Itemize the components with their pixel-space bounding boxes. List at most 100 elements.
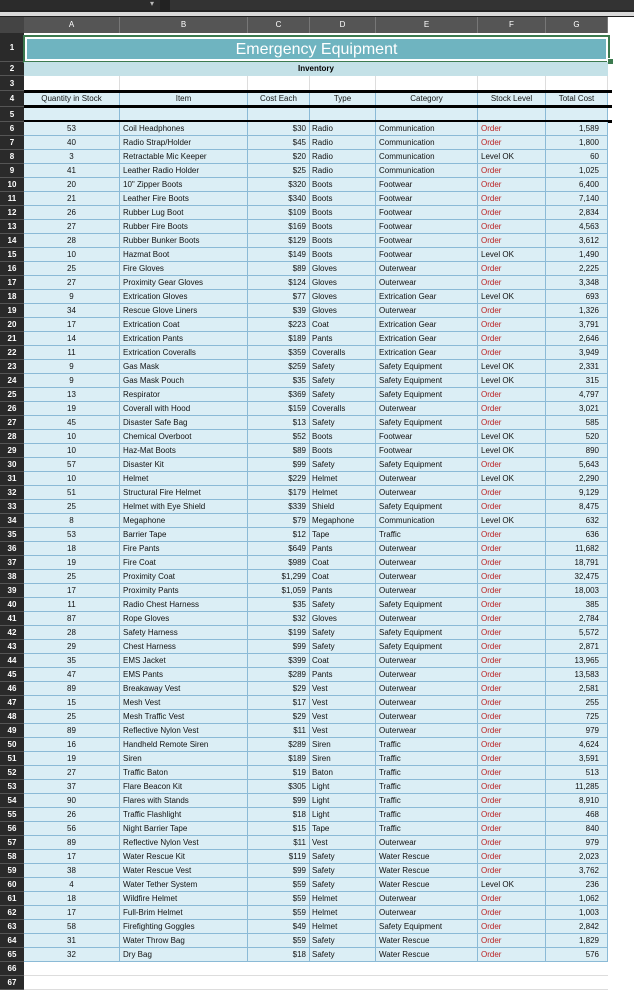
type-cell[interactable]: Pants — [310, 332, 376, 346]
total-cost-cell[interactable]: 2,331 — [546, 360, 608, 374]
type-cell[interactable]: Pants — [310, 668, 376, 682]
total-cost-cell[interactable]: 32,475 — [546, 570, 608, 584]
total-cost-cell[interactable]: 585 — [546, 416, 608, 430]
stock-level-cell[interactable]: Level OK — [478, 248, 546, 262]
category-cell[interactable]: Communication — [376, 514, 478, 528]
item-cell[interactable]: Flares with Stands — [120, 794, 248, 808]
cost-cell[interactable]: $30 — [248, 122, 310, 136]
row-header[interactable]: 41 — [0, 612, 24, 626]
item-cell[interactable]: Water Rescue Vest — [120, 864, 248, 878]
total-cost-cell[interactable]: 1,589 — [546, 122, 608, 136]
row-header[interactable]: 18 — [0, 290, 24, 304]
total-cost-cell[interactable]: 1,062 — [546, 892, 608, 906]
cost-cell[interactable]: $35 — [248, 598, 310, 612]
row-header[interactable]: 29 — [0, 444, 24, 458]
row-header[interactable]: 19 — [0, 304, 24, 318]
total-cost-cell[interactable]: 5,643 — [546, 458, 608, 472]
item-cell[interactable]: Water Tether System — [120, 878, 248, 892]
category-cell[interactable]: Outerwear — [376, 472, 478, 486]
stock-level-cell[interactable]: Order — [478, 318, 546, 332]
type-cell[interactable]: Boots — [310, 192, 376, 206]
item-cell[interactable]: Night Barrier Tape — [120, 822, 248, 836]
quantity-cell[interactable]: 20 — [24, 178, 120, 192]
item-cell[interactable]: Rubber Bunker Boots — [120, 234, 248, 248]
name-box[interactable]: ▾ — [0, 0, 160, 10]
total-cost-cell[interactable]: 1,490 — [546, 248, 608, 262]
row-header[interactable]: 65 — [0, 948, 24, 962]
total-cost-cell[interactable]: 3,791 — [546, 318, 608, 332]
type-cell[interactable]: Pants — [310, 542, 376, 556]
row-header[interactable]: 46 — [0, 682, 24, 696]
stock-level-cell[interactable]: Order — [478, 920, 546, 934]
category-cell[interactable]: Traffic — [376, 822, 478, 836]
quantity-cell[interactable]: 53 — [24, 122, 120, 136]
quantity-cell[interactable]: 56 — [24, 822, 120, 836]
cost-cell[interactable]: $39 — [248, 304, 310, 318]
row-header[interactable]: 34 — [0, 514, 24, 528]
total-cost-cell[interactable]: 520 — [546, 430, 608, 444]
category-cell[interactable]: Traffic — [376, 528, 478, 542]
type-cell[interactable]: Coat — [310, 654, 376, 668]
type-cell[interactable]: Baton — [310, 766, 376, 780]
total-cost-cell[interactable]: 4,624 — [546, 738, 608, 752]
stock-level-cell[interactable]: Order — [478, 500, 546, 514]
cost-cell[interactable]: $18 — [248, 808, 310, 822]
type-cell[interactable]: Tape — [310, 822, 376, 836]
category-cell[interactable]: Outerwear — [376, 584, 478, 598]
category-cell[interactable]: Safety Equipment — [376, 416, 478, 430]
type-cell[interactable]: Boots — [310, 444, 376, 458]
category-cell[interactable]: Extrication Gear — [376, 318, 478, 332]
stock-level-cell[interactable]: Level OK — [478, 878, 546, 892]
row-header[interactable]: 23 — [0, 360, 24, 374]
item-cell[interactable]: Structural Fire Helmet — [120, 486, 248, 500]
row-header[interactable]: 51 — [0, 752, 24, 766]
stock-level-cell[interactable]: Order — [478, 612, 546, 626]
quantity-cell[interactable]: 25 — [24, 262, 120, 276]
quantity-cell[interactable]: 25 — [24, 570, 120, 584]
cost-cell[interactable]: $320 — [248, 178, 310, 192]
column-header[interactable]: E — [376, 17, 478, 33]
total-cost-cell[interactable]: 576 — [546, 948, 608, 962]
total-cost-cell[interactable]: 3,348 — [546, 276, 608, 290]
item-cell[interactable]: Water Throw Bag — [120, 934, 248, 948]
stock-level-cell[interactable]: Order — [478, 598, 546, 612]
item-cell[interactable]: Coverall with Hood — [120, 402, 248, 416]
stock-level-cell[interactable]: Order — [478, 864, 546, 878]
category-cell[interactable]: Outerwear — [376, 906, 478, 920]
type-cell[interactable]: Safety — [310, 934, 376, 948]
cost-cell[interactable]: $19 — [248, 766, 310, 780]
type-cell[interactable]: Radio — [310, 136, 376, 150]
category-cell[interactable]: Extrication Gear — [376, 346, 478, 360]
total-cost-cell[interactable]: 636 — [546, 528, 608, 542]
total-cost-cell[interactable]: 513 — [546, 766, 608, 780]
category-cell[interactable]: Outerwear — [376, 304, 478, 318]
type-cell[interactable]: Gloves — [310, 304, 376, 318]
stock-level-cell[interactable]: Order — [478, 234, 546, 248]
cost-cell[interactable]: $99 — [248, 640, 310, 654]
cost-cell[interactable]: $109 — [248, 206, 310, 220]
quantity-cell[interactable]: 53 — [24, 528, 120, 542]
cost-cell[interactable]: $49 — [248, 920, 310, 934]
fill-handle[interactable] — [607, 58, 614, 65]
type-cell[interactable]: Vest — [310, 696, 376, 710]
quantity-cell[interactable]: 15 — [24, 696, 120, 710]
cost-cell[interactable]: $289 — [248, 668, 310, 682]
category-cell[interactable]: Footwear — [376, 444, 478, 458]
type-cell[interactable]: Coveralls — [310, 402, 376, 416]
type-cell[interactable]: Pants — [310, 584, 376, 598]
total-cost-cell[interactable]: 2,023 — [546, 850, 608, 864]
row-header[interactable]: 43 — [0, 640, 24, 654]
category-cell[interactable]: Footwear — [376, 248, 478, 262]
stock-level-cell[interactable]: Order — [478, 948, 546, 962]
quantity-cell[interactable]: 89 — [24, 836, 120, 850]
quantity-cell[interactable]: 27 — [24, 276, 120, 290]
category-cell[interactable]: Footwear — [376, 220, 478, 234]
item-cell[interactable]: Firefighting Goggles — [120, 920, 248, 934]
cost-cell[interactable]: $12 — [248, 528, 310, 542]
total-cost-cell[interactable]: 2,225 — [546, 262, 608, 276]
type-cell[interactable]: Safety — [310, 878, 376, 892]
quantity-cell[interactable]: 32 — [24, 948, 120, 962]
type-cell[interactable]: Megaphone — [310, 514, 376, 528]
blank-cell[interactable] — [478, 76, 546, 91]
item-cell[interactable]: Barrier Tape — [120, 528, 248, 542]
